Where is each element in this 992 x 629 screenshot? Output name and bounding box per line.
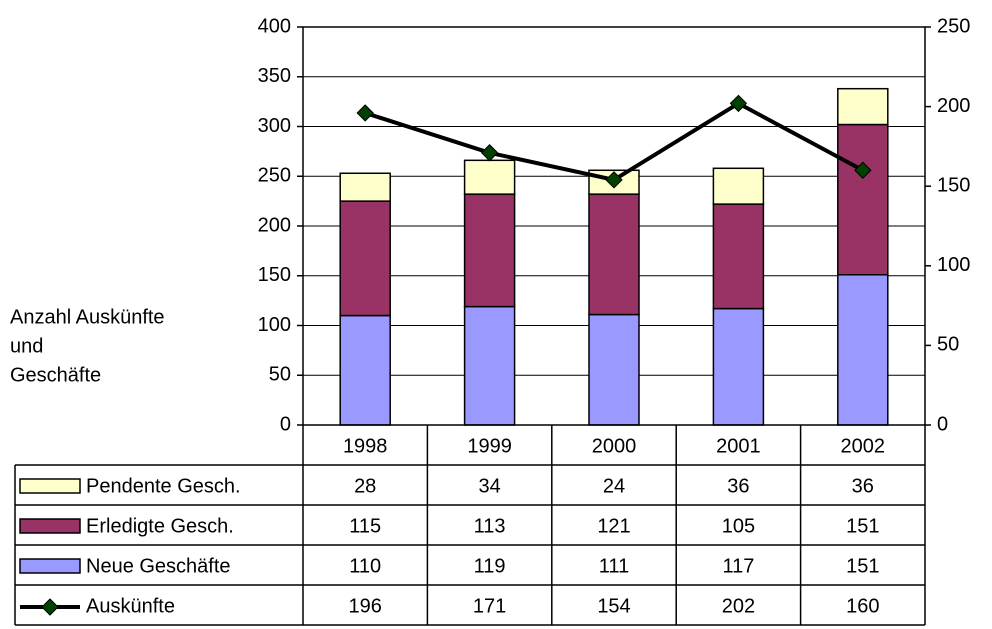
table-value: 36 [727, 475, 749, 497]
line-marker [605, 171, 623, 189]
legend-label: Pendente Gesch. [86, 475, 241, 497]
y2-tick-label: 0 [937, 413, 948, 435]
legend-key-marker [41, 598, 59, 616]
bar-segment [463, 193, 516, 308]
table-value: 110 [349, 555, 381, 577]
y-axis-label: und [10, 335, 43, 357]
bar-segment [339, 172, 391, 202]
bar-segment [712, 167, 765, 205]
table-value: 151 [846, 555, 879, 577]
y2-tick-label: 150 [937, 174, 970, 196]
table-value: 24 [603, 475, 625, 497]
legend-key [19, 518, 81, 534]
legend-label: Erledigte Gesch. [86, 515, 234, 537]
y2-tick-label: 250 [937, 15, 970, 37]
line-marker [356, 104, 374, 122]
y-axis-label: Geschäfte [10, 364, 101, 386]
bar-segment [837, 274, 889, 426]
y-tick-label: 100 [258, 314, 291, 336]
plot-frame [302, 26, 926, 426]
y-tick-label: 50 [269, 364, 291, 386]
y-tick-label: 350 [258, 65, 291, 87]
bar-segment [588, 193, 640, 316]
table-value: 117 [722, 555, 754, 577]
x-tick-label: 2001 [716, 435, 761, 457]
table-value: 160 [846, 595, 879, 617]
x-tick-label: 1998 [343, 435, 388, 457]
table-value: 154 [597, 595, 630, 617]
table-value: 28 [354, 475, 376, 497]
table-value: 115 [349, 515, 381, 537]
table-value: 151 [846, 515, 879, 537]
bar-segment [588, 313, 640, 426]
bar-segment [712, 307, 765, 426]
line-marker [480, 144, 499, 162]
table-value: 36 [852, 475, 874, 497]
legend-key [19, 478, 81, 494]
legend-label: Neue Geschäfte [86, 555, 231, 577]
table-value: 202 [722, 595, 755, 617]
table-value: 111 [599, 555, 629, 577]
x-tick-label: 2000 [592, 435, 637, 457]
bar-segment [463, 159, 516, 195]
bar-segment [463, 305, 516, 426]
y-tick-label: 150 [258, 264, 291, 286]
y2-tick-label: 100 [937, 254, 970, 276]
bar-segment [837, 87, 889, 126]
legend-key [19, 558, 81, 574]
line-marker [729, 94, 748, 113]
bar-segment [339, 314, 391, 426]
y-tick-label: 400 [258, 15, 291, 37]
y-tick-label: 250 [258, 165, 291, 187]
table-value: 121 [597, 515, 630, 537]
line-marker [854, 161, 872, 179]
y-tick-label: 200 [258, 214, 291, 236]
table-value: 171 [473, 595, 506, 617]
bar-segment [339, 200, 391, 317]
y2-tick-label: 50 [937, 334, 959, 356]
table-value: 105 [722, 515, 755, 537]
x-tick-label: 1999 [467, 435, 512, 457]
y2-tick-label: 200 [937, 95, 970, 117]
table-value: 34 [478, 475, 500, 497]
y-axis-label: Anzahl Auskünfte [10, 306, 165, 328]
bar-segment [837, 123, 889, 276]
table-value: 119 [474, 555, 506, 577]
x-tick-label: 2002 [841, 435, 886, 457]
bar-segment [712, 203, 765, 310]
y-tick-label: 300 [258, 115, 291, 137]
y-tick-label: 0 [280, 413, 291, 435]
legend-label: Auskünfte [86, 595, 175, 617]
table-value: 196 [349, 595, 382, 617]
table-value: 113 [474, 515, 506, 537]
line [364, 101, 864, 182]
